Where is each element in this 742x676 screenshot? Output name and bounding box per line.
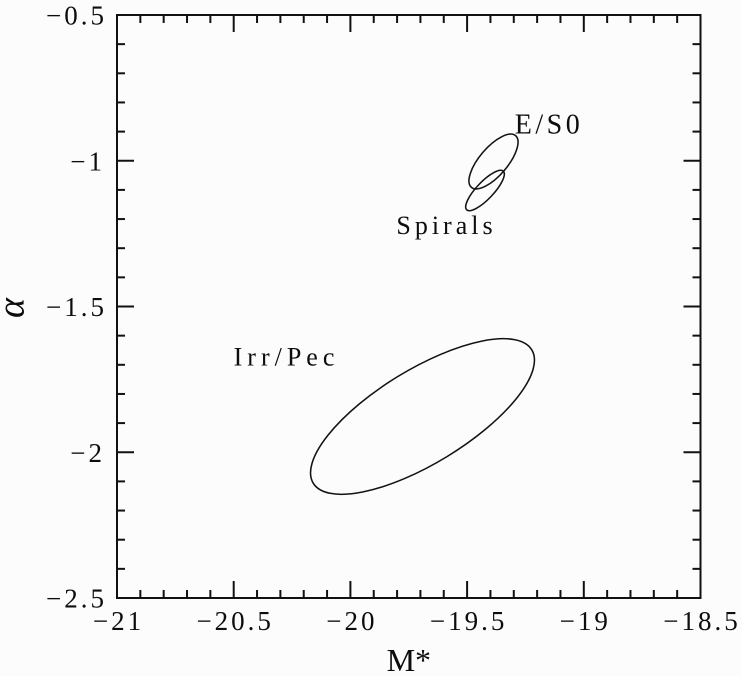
svg-text:−20.5: −20.5 bbox=[196, 606, 273, 636]
svg-text:−2: −2 bbox=[70, 438, 105, 468]
svg-text:Spirals: Spirals bbox=[396, 211, 496, 240]
svg-text:α: α bbox=[0, 297, 33, 318]
svg-text:−1.5: −1.5 bbox=[46, 292, 107, 322]
svg-text:M*: M* bbox=[387, 642, 431, 676]
svg-text:−2.5: −2.5 bbox=[46, 584, 107, 614]
svg-text:−1: −1 bbox=[70, 146, 105, 176]
svg-text:−19: −19 bbox=[560, 606, 611, 636]
svg-text:E/S0: E/S0 bbox=[515, 110, 583, 141]
svg-text:−21: −21 bbox=[93, 606, 144, 636]
svg-text:Irr/Pec: Irr/Pec bbox=[234, 343, 340, 372]
svg-text:−20: −20 bbox=[326, 606, 377, 636]
svg-text:−18.5: −18.5 bbox=[663, 606, 740, 636]
svg-text:−0.5: −0.5 bbox=[46, 1, 107, 31]
svg-text:−19.5: −19.5 bbox=[430, 606, 507, 636]
